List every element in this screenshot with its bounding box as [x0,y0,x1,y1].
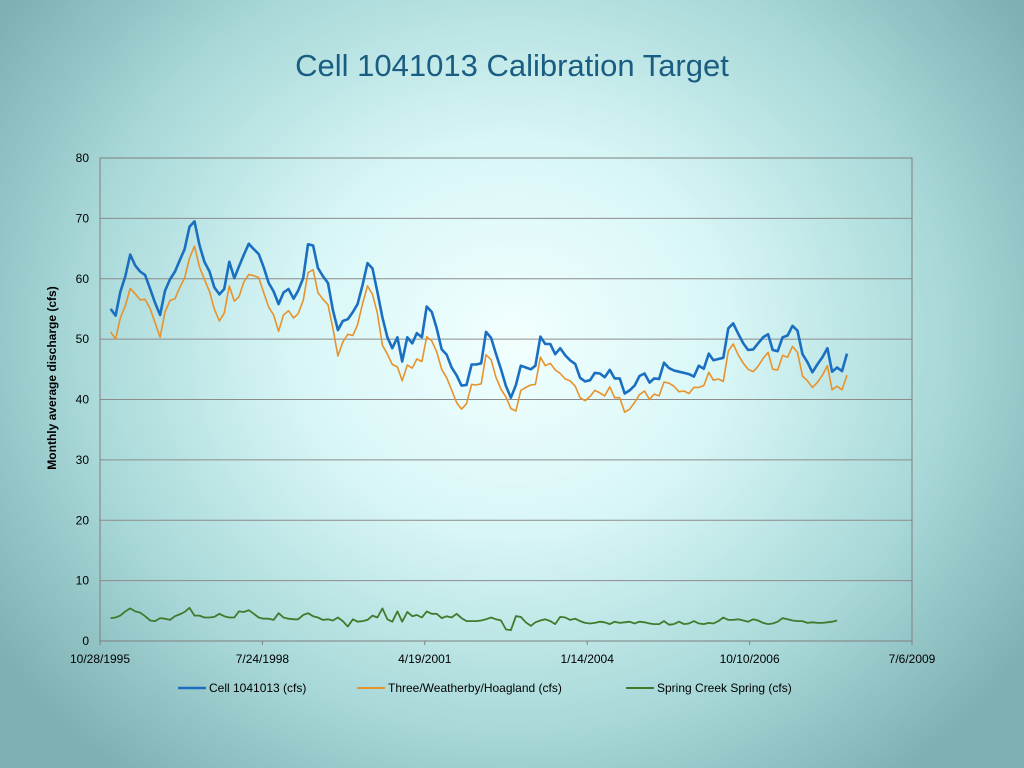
y-tick-label: 30 [76,453,90,467]
y-tick-label: 40 [76,393,90,407]
y-tick-label: 10 [76,574,90,588]
chart-title: Cell 1041013 Calibration Target [295,48,729,83]
series-line-1 [109,220,849,400]
y-axis-ticks: 0 10 20 30 40 50 60 70 80 [76,151,90,648]
legend: Cell 1041013 (cfs) Three/Weatherby/Hoagla… [178,681,792,695]
series-line-2 [109,245,848,414]
series-lines [109,220,849,631]
series-line-3 [110,606,838,631]
x-axis-ticks: 10/28/1995 7/24/1998 4/19/2001 1/14/2004 10/… [70,641,936,666]
y-tick-label: 20 [76,513,90,527]
y-tick-label: 80 [76,151,90,165]
legend-label: Cell 1041013 (cfs) [209,681,306,695]
x-tick-label: 4/19/2001 [398,652,452,666]
legend-label: Spring Creek Spring (cfs) [657,681,792,695]
x-tick-label: 7/24/1998 [236,652,290,666]
plot-area [99,157,913,642]
y-tick-label: 50 [76,332,90,346]
y-axis-label: Monthly average discharge (cfs) [45,286,59,469]
x-tick-label: 1/14/2004 [561,652,615,666]
y-tick-label: 0 [82,634,89,648]
y-tick-label: 60 [76,272,90,286]
legend-label: Three/Weatherby/Hoagland (cfs) [388,681,562,695]
y-tick-label: 70 [76,211,90,225]
gridlines [100,217,912,582]
x-tick-label: 10/28/1995 [70,652,130,666]
x-tick-label: 7/6/2009 [889,652,936,666]
x-tick-label: 10/10/2006 [720,652,780,666]
